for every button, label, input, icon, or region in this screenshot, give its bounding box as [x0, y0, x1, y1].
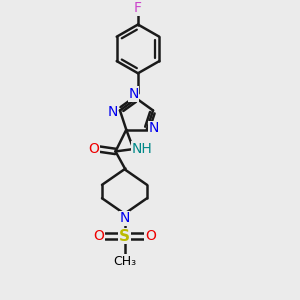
Text: N: N [128, 87, 139, 101]
Text: N: N [119, 211, 130, 225]
Text: N: N [107, 105, 118, 119]
Text: O: O [93, 229, 104, 243]
Text: S: S [119, 229, 130, 244]
Text: O: O [145, 229, 156, 243]
Text: F: F [134, 1, 142, 15]
Text: CH₃: CH₃ [113, 255, 136, 268]
Text: O: O [88, 142, 99, 156]
Text: N: N [149, 121, 159, 135]
Text: NH: NH [131, 142, 152, 156]
